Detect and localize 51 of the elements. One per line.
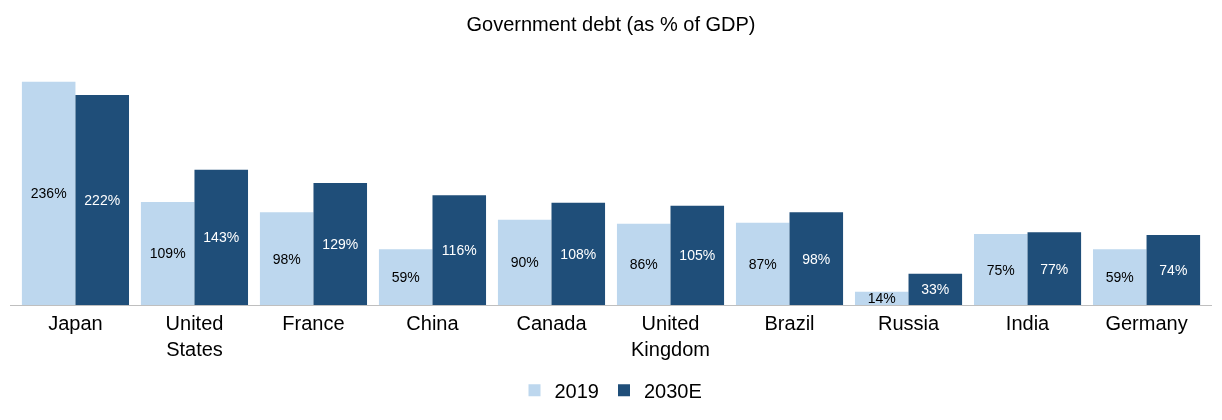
data-label: 105% — [679, 247, 716, 264]
x-tick-label: United Kingdom — [631, 312, 710, 360]
x-tick-label: Japan — [48, 312, 103, 334]
x-tick-label: India — [1005, 312, 1051, 334]
bar — [789, 212, 844, 305]
data-label: 86% — [629, 256, 658, 273]
data-label: 108% — [560, 245, 597, 262]
x-tick-label: China — [406, 312, 460, 334]
legend-label: 2030E — [644, 380, 702, 403]
data-label: 14% — [867, 290, 896, 307]
bar — [1092, 249, 1147, 305]
x-tick-label: Brazil — [764, 312, 815, 334]
data-label: 109% — [149, 245, 186, 262]
data-label: 222% — [84, 191, 121, 208]
bar — [497, 219, 552, 305]
data-label: 129% — [322, 235, 359, 252]
legend-label: 2019 — [554, 380, 599, 403]
bar — [432, 195, 487, 305]
bar — [616, 223, 671, 305]
x-tick-label: Germany — [1105, 312, 1188, 334]
data-label: 74% — [1159, 262, 1188, 278]
bar — [140, 201, 195, 305]
data-label: 33% — [921, 281, 950, 298]
data-label: 87% — [748, 255, 777, 272]
data-label: 98% — [272, 250, 301, 267]
bar — [670, 205, 725, 305]
bar — [551, 202, 606, 305]
bar — [973, 234, 1028, 305]
bar — [1146, 235, 1201, 305]
x-tick-label: Canada — [516, 312, 588, 334]
bar — [75, 94, 130, 305]
data-label: 59% — [391, 269, 420, 286]
data-label: 98% — [802, 250, 831, 267]
x-tick-label: United States — [165, 312, 224, 360]
data-label: 59% — [1105, 269, 1134, 286]
bar — [735, 222, 790, 305]
bar — [313, 182, 368, 305]
chart-title: Government debt (as % of GDP) — [466, 12, 756, 35]
bar — [21, 81, 76, 305]
bar — [1027, 232, 1082, 305]
x-tick-label: Russia — [877, 312, 940, 334]
data-label: 75% — [986, 261, 1015, 278]
data-label: 90% — [510, 254, 539, 271]
data-label: 143% — [203, 229, 240, 246]
bar — [378, 249, 433, 305]
data-label: 77% — [1040, 260, 1069, 277]
bar — [259, 212, 314, 305]
data-label: 236% — [30, 185, 67, 202]
data-label: 116% — [441, 242, 477, 259]
x-tick-label: France — [282, 312, 345, 334]
bar — [194, 169, 249, 305]
